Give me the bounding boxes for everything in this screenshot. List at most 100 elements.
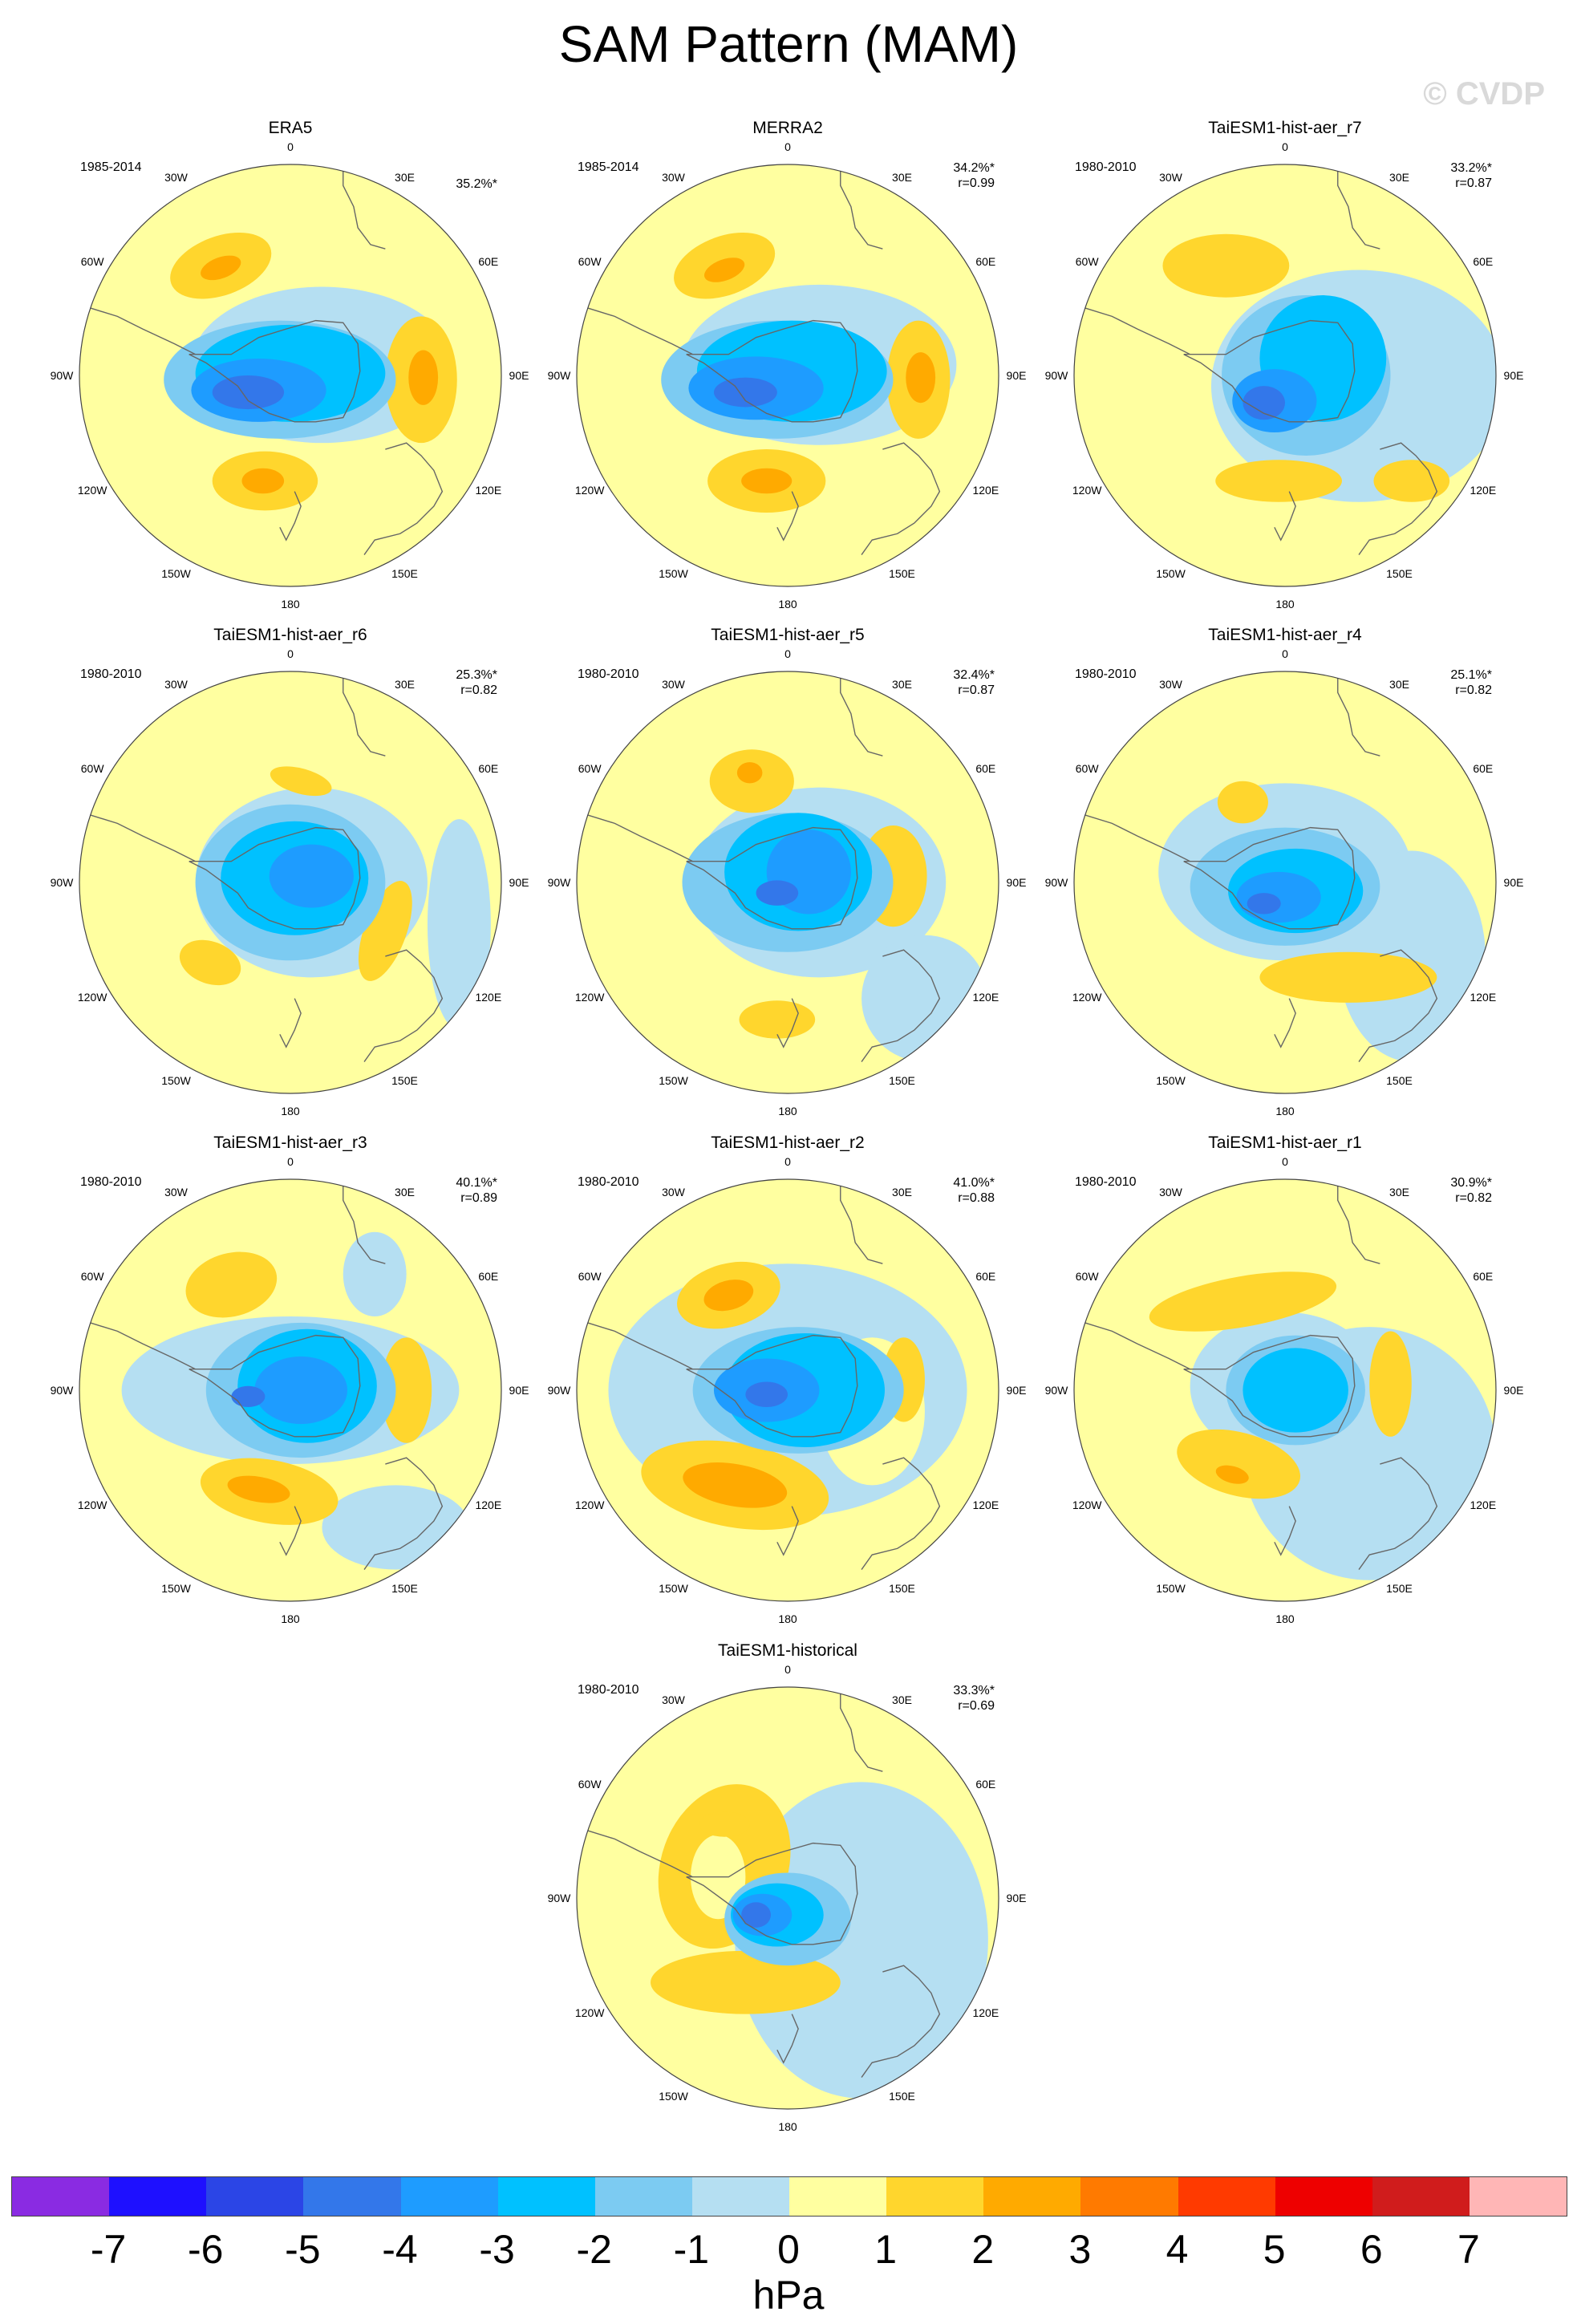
panel-pattern-correlation: r=0.87 [958, 683, 995, 697]
anomaly-contour [343, 1231, 407, 1316]
polar-map [79, 1178, 502, 1602]
longitude-label: 150W [161, 1581, 191, 1595]
panel-pattern-correlation: r=0.82 [1455, 683, 1492, 697]
coastline [861, 1457, 941, 1570]
map-boundary [576, 671, 999, 1094]
panel-title: TaiESM1-hist-aer_r3 [213, 1134, 367, 1152]
longitude-label: 90W [1044, 369, 1068, 382]
colorbar-tick-label: -5 [285, 2227, 321, 2272]
longitude-label: 120E [1470, 483, 1497, 497]
longitude-label: 60W [80, 1269, 104, 1283]
longitude-label: 180 [281, 1105, 300, 1117]
coastline [776, 2014, 799, 2064]
coastline [1183, 826, 1356, 930]
panel-stats: 32.4%* r=0.87 [953, 667, 995, 698]
panel-stats: 33.3%* r=0.69 [953, 1683, 995, 1714]
map-boundary [576, 164, 999, 587]
panel-percent-variance: 30.9%* [1450, 1176, 1492, 1190]
map-boundary [79, 671, 502, 1094]
longitude-label: 30W [662, 171, 685, 185]
coastline [840, 168, 883, 249]
longitude-label: 90W [50, 369, 74, 382]
coastline [1358, 1457, 1438, 1570]
anomaly-contour [745, 1381, 788, 1408]
longitude-label: 90E [509, 369, 529, 382]
longitude-label: 150W [161, 1073, 191, 1087]
longitude-label: 0 [287, 647, 294, 660]
longitude-label: 120W [77, 990, 107, 1004]
longitude-label: 60E [1473, 1269, 1494, 1283]
anomaly-contour [185, 1251, 278, 1318]
colorbar [11, 2176, 1567, 2217]
panel-percent-variance: 25.1%* [1450, 668, 1492, 682]
anomaly-contour [1217, 781, 1268, 824]
panel-years: 1980-2010 [1075, 1175, 1137, 1189]
longitude-label: 90E [509, 876, 529, 889]
panel-stats: 30.9%* r=0.82 [1450, 1175, 1492, 1206]
longitude-label: 30E [892, 1186, 912, 1199]
longitude-label: 120E [972, 1498, 999, 1511]
map-panel: TaiESM1-hist-aer_r5 1980-2010 32.4%* r=0.87… [539, 626, 1036, 1123]
map-panel: TaiESM1-hist-aer_r4 1980-2010 25.1%* r=0.82… [1036, 626, 1534, 1123]
map-boundary [576, 1686, 999, 2110]
colorbar-cell [1178, 2177, 1275, 2216]
panel-percent-variance: 25.3%* [456, 668, 497, 682]
map-panel: TaiESM1-hist-aer_r2 1980-2010 41.0%* r=0.88… [539, 1134, 1036, 1631]
polar-map [79, 164, 502, 587]
coastline [189, 826, 361, 930]
coastline [1084, 814, 1190, 862]
coastline [1084, 307, 1190, 355]
longitude-label: 30E [1389, 1186, 1409, 1199]
longitude-label: 90W [50, 1384, 74, 1397]
longitude-label: 60E [975, 1777, 996, 1791]
longitude-label: 150W [1156, 566, 1186, 580]
anomaly-contour [241, 468, 285, 494]
panel-pattern-correlation: r=0.87 [1455, 176, 1492, 190]
longitude-label: 150W [659, 1073, 688, 1087]
longitude-label: 60W [1075, 254, 1099, 268]
polar-map [1073, 164, 1497, 587]
longitude-label: 60W [1075, 1269, 1099, 1283]
colorbar-cell [12, 2177, 110, 2216]
longitude-label: 90E [509, 1384, 529, 1397]
longitude-label: 30W [164, 678, 188, 692]
coastline [363, 442, 444, 555]
longitude-label: 150W [659, 1581, 688, 1595]
map-boundary [79, 164, 502, 587]
polar-map [1073, 671, 1497, 1094]
figure-title: SAM Pattern (MAM) [558, 15, 1019, 73]
coastline [776, 1506, 799, 1556]
panel-years: 1985-2014 [80, 160, 142, 174]
coastline [861, 949, 941, 1062]
coastline [776, 998, 799, 1048]
coastline [1337, 1183, 1380, 1264]
longitude-label: 0 [784, 1155, 791, 1168]
longitude-label: 90W [547, 876, 571, 889]
panel-years: 1985-2014 [578, 160, 639, 174]
longitude-label: 90E [1503, 1384, 1524, 1397]
colorbar-cell [886, 2177, 984, 2216]
colorbar-cell [1080, 2177, 1178, 2216]
panel-years: 1980-2010 [80, 667, 142, 681]
longitude-label: 120E [972, 990, 999, 1004]
anomaly-contour [1215, 460, 1343, 502]
anomaly-contour [1259, 951, 1437, 1003]
coastline [840, 1691, 883, 1772]
coastline [343, 1183, 386, 1264]
longitude-label: 30E [395, 1186, 415, 1199]
longitude-label: 120W [574, 990, 605, 1004]
panel-percent-variance: 35.2%* [456, 177, 497, 191]
longitude-label: 180 [281, 1612, 300, 1625]
longitude-label: 120W [574, 483, 605, 497]
coastline [1183, 1334, 1356, 1438]
longitude-label: 180 [778, 1612, 797, 1625]
longitude-label: 90E [1503, 876, 1524, 889]
longitude-label: 180 [1275, 1105, 1295, 1117]
panel-pattern-correlation: r=0.88 [958, 1191, 995, 1205]
colorbar-tick-label: 4 [1166, 2227, 1189, 2272]
panel-years: 1980-2010 [1075, 667, 1137, 681]
colorbar-cell [497, 2177, 595, 2216]
anomaly-contour [212, 375, 285, 410]
longitude-label: 120E [475, 990, 502, 1004]
coastline [1358, 442, 1438, 555]
